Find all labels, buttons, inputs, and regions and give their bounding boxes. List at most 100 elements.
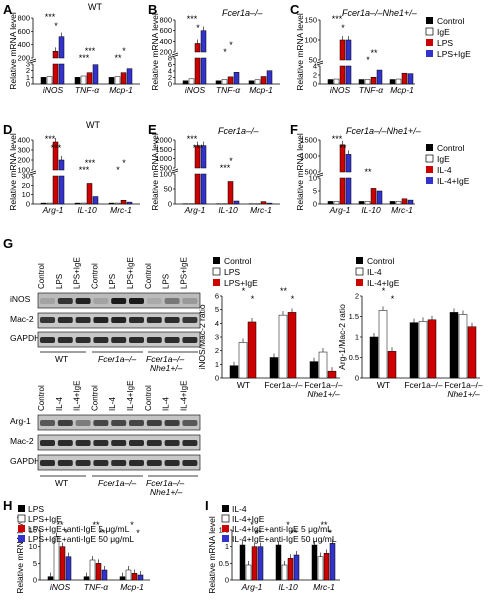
bar-ige — [188, 78, 195, 85]
lane-label: IL-4 — [162, 397, 171, 411]
significance-marker: * — [382, 286, 386, 296]
genotype-label-wt: WT — [55, 478, 68, 488]
lane-label: LPS — [55, 274, 64, 289]
panel-letter-e: E — [148, 122, 157, 137]
bar-lps-ige — [89, 559, 96, 581]
y-tick-label: 50 — [164, 185, 172, 194]
legend-swatch-control — [426, 17, 433, 24]
y-tick-label: 6 — [215, 292, 219, 301]
panel-a-title: WT — [88, 2, 102, 12]
y-tick-label: 400 — [17, 136, 30, 145]
axis-break — [316, 60, 324, 64]
blot-band — [164, 440, 180, 446]
y-axis-label: Relative mRNA level — [8, 12, 18, 90]
legend-swatch — [17, 514, 26, 523]
x-tick-label: TNF-α — [75, 85, 100, 95]
legend-swatch-lps — [212, 267, 221, 276]
x-tick-label: Mcp-1 — [120, 582, 144, 592]
legend-swatch — [222, 535, 229, 542]
legend-label: IL-4 — [232, 504, 247, 514]
bar-lps — [401, 72, 408, 85]
significance-marker: *** — [187, 14, 198, 24]
blot-band — [93, 460, 109, 466]
lane-label: LPS+IgE — [126, 257, 135, 289]
lane-label: LPS+IgE — [73, 257, 82, 289]
bar-lps-ige-upper — [345, 39, 352, 61]
bar-ige — [364, 79, 371, 85]
bar-lps-upper — [52, 51, 59, 59]
axis-break — [316, 62, 324, 66]
legend-swatch-il4 — [426, 166, 433, 173]
significance-marker: * — [391, 294, 395, 304]
bar-il-4 — [120, 200, 127, 205]
legend-label: IL-4 — [367, 267, 382, 277]
y-tick-label: 2 — [26, 66, 30, 75]
lane-label: IL-4+IgE — [126, 381, 135, 411]
bar-control — [409, 322, 419, 379]
y-axis-label: Relative mRNA level — [8, 133, 18, 211]
significance-marker: ** — [364, 167, 372, 177]
bar-control — [449, 312, 459, 379]
y-tick-label: 0.5 — [219, 559, 229, 568]
bar-il-4-lower — [194, 173, 201, 205]
bar-lps-ige-upper — [58, 36, 65, 59]
y-tick-label: 0 — [225, 576, 229, 585]
blot-band — [57, 317, 73, 323]
bar-il-4-ige-anti-ige-50-g-ml — [329, 543, 336, 581]
bar-il-4 — [418, 321, 428, 379]
genotype-label-fcer1a: Fcer1a–/– — [98, 478, 137, 488]
bar-il-4 — [370, 188, 377, 205]
bar-lps-ige — [247, 321, 257, 379]
bar-il-4 — [311, 544, 318, 581]
significance-marker: * — [223, 47, 227, 57]
significance-marker: * — [366, 55, 370, 65]
significance-marker: * — [122, 46, 126, 56]
bar-il-4-ige — [245, 564, 252, 581]
blot-band — [57, 298, 73, 304]
bar-lps-ige-anti-ige-5-g-ml — [59, 546, 66, 581]
bar-lps — [278, 314, 288, 379]
genotype-label-fcer1a: Fcer1a–/– — [98, 354, 137, 364]
lane-label: Control — [144, 385, 153, 411]
y-tick-label: 4 — [313, 62, 317, 71]
bar-control — [269, 357, 279, 379]
blot-band — [93, 317, 109, 323]
bar-lps — [370, 77, 377, 85]
panel-letter-i: I — [205, 498, 209, 513]
x-tick-label: TNF-α — [359, 85, 384, 95]
legend-m1: Control IgE LPS LPS+IgE — [425, 16, 471, 59]
y-tick-label: 1500 — [155, 145, 172, 154]
bar-ige — [333, 78, 340, 85]
bar-control — [74, 77, 81, 85]
y-tick-label: 800 — [17, 14, 30, 23]
legend-label: LPS+IgE — [28, 514, 62, 524]
western-blot-lps: Control LPS LPS+IgE Control LPS LPS+IgE Contro… — [10, 257, 201, 373]
bar-lps — [83, 576, 90, 581]
bar-il-4-lower — [52, 175, 59, 205]
bar-il-4-ige-anti-ige-50-g-ml — [257, 546, 264, 581]
blot-band — [93, 440, 109, 446]
bar-control — [40, 77, 47, 85]
bar-ige — [114, 76, 121, 85]
significance-marker: *** — [85, 46, 96, 56]
significance-marker: * — [130, 520, 134, 530]
bar-lps — [120, 72, 127, 85]
y-tick-label: 150 — [304, 16, 317, 25]
blot-band — [146, 420, 162, 426]
y-tick-label: 8 — [168, 54, 172, 63]
lane-label: Control — [144, 263, 153, 289]
legend-swatch-lps-ige — [213, 279, 220, 286]
x-tick-label: Fcer1a–/– — [444, 380, 483, 390]
genotype-label-fcer1a-nhe1: Fcer1a–/– — [146, 354, 185, 364]
blot-band — [40, 440, 55, 446]
legend-swatch — [222, 525, 229, 532]
x-tick-label: TNF-α — [84, 582, 109, 592]
bar-lps — [238, 342, 248, 379]
x-tick-label: Mrc-1 — [313, 582, 335, 592]
blot-band — [111, 337, 127, 343]
legend-swatch-control — [356, 257, 363, 264]
blot-band — [75, 337, 91, 343]
x-tick-label: Fcer1a–/– — [264, 380, 303, 390]
